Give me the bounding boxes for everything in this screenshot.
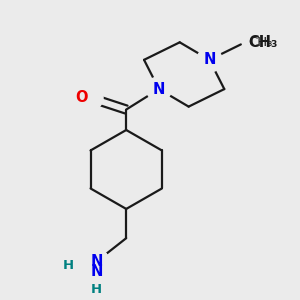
- Text: H: H: [63, 260, 74, 272]
- Circle shape: [146, 77, 171, 101]
- Text: N: N: [153, 82, 165, 97]
- Circle shape: [84, 249, 109, 274]
- Circle shape: [84, 249, 109, 274]
- Circle shape: [197, 48, 222, 72]
- Text: CH₃: CH₃: [248, 36, 272, 49]
- Circle shape: [78, 85, 103, 110]
- Text: H: H: [91, 284, 102, 296]
- Text: CH₃: CH₃: [248, 35, 278, 50]
- Text: N: N: [90, 265, 103, 280]
- Text: N: N: [90, 254, 103, 269]
- Text: N: N: [203, 52, 216, 68]
- Text: O: O: [75, 90, 88, 105]
